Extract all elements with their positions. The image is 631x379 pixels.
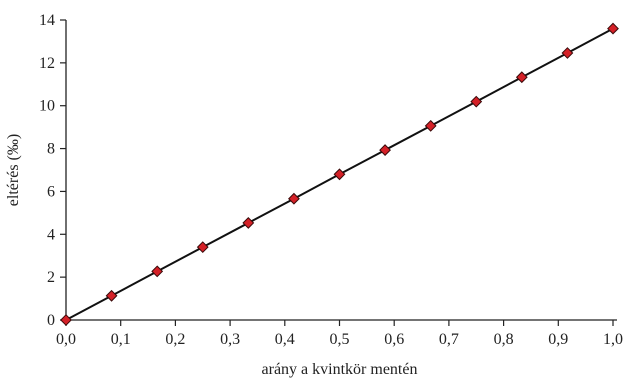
data-point-marker: [196, 241, 209, 254]
x-tick-label: 0,0: [56, 331, 76, 348]
axes: 0 2 4 6 8 10 12 14 0,0 0,1 0,2 0,3 0,4 0,5 0,6 0,7 0,8 0,…: [39, 12, 623, 348]
y-tick-label: 2: [47, 269, 55, 286]
data-point-marker: [105, 289, 118, 302]
x-tick-label: 0,2: [165, 331, 185, 348]
data-point-marker: [379, 144, 391, 156]
data-point-marker: [60, 314, 72, 326]
x-tick-label: 0,7: [439, 331, 459, 348]
y-tick-label: 14: [39, 12, 55, 29]
data-point-marker: [151, 265, 164, 278]
y-tick-label: 4: [47, 226, 55, 243]
y-tick-label: 6: [47, 183, 55, 200]
data-point-marker: [561, 47, 574, 59]
x-tick-label: 0,5: [330, 331, 350, 348]
data-point-marker: [242, 217, 255, 229]
x-tick-label: 0,4: [275, 331, 295, 348]
x-tick-label: 0,1: [111, 331, 131, 348]
y-tick-label: 10: [39, 98, 55, 115]
y-axis-title: eltérés (‰): [5, 134, 22, 206]
y-tick-label: 0: [47, 312, 55, 329]
x-tick-label: 1,0: [603, 331, 623, 348]
data-point-marker: [424, 119, 437, 132]
data-point-marker: [333, 168, 346, 181]
x-tick-label: 0,8: [494, 331, 514, 348]
y-tick-label: 12: [39, 55, 55, 72]
data-point-marker: [288, 192, 300, 205]
x-tick-label: 0,6: [384, 331, 404, 348]
data-point-marker: [607, 22, 619, 35]
series-layer: [60, 22, 619, 326]
data-point-marker: [470, 95, 483, 108]
data-point-marker: [515, 71, 528, 84]
x-axis-title: arány a kvintkör mentén: [262, 361, 418, 378]
x-tick-label: 0,9: [548, 331, 568, 348]
x-tick-label: 0,3: [220, 331, 240, 348]
y-tick-label: 8: [47, 141, 55, 158]
